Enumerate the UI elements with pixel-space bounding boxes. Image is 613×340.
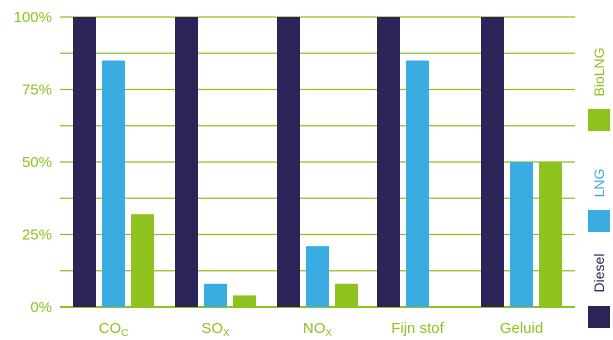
y-tick-label: 50% [22, 154, 52, 171]
bar-biolng-4 [539, 162, 562, 307]
x-tick-label: Geluid [500, 320, 543, 337]
bar-diesel-4 [481, 17, 504, 307]
bar-diesel-3 [377, 17, 400, 307]
bar-diesel-1 [175, 17, 198, 307]
y-tick-label: 25% [22, 227, 52, 244]
y-tick-label: 0% [30, 299, 52, 316]
legend-swatch-lng [588, 210, 610, 232]
bar-lng-3 [406, 60, 429, 307]
bar-lng-0 [102, 60, 125, 307]
legend: Diesel LNG BioLNG [588, 47, 610, 328]
legend-swatch-diesel [588, 306, 610, 328]
bar-lng-1 [204, 283, 227, 307]
legend-swatch-biolng [588, 109, 610, 131]
bar-biolng-2 [335, 283, 358, 307]
legend-label-diesel: Diesel [591, 254, 607, 293]
x-tick-label: COC [99, 320, 129, 339]
bar-biolng-1 [233, 295, 256, 307]
bar-diesel-2 [277, 17, 300, 307]
x-tick-label: Fijn stof [391, 320, 444, 337]
bar-biolng-0 [131, 214, 154, 307]
legend-label-biolng: BioLNG [591, 47, 607, 96]
x-axis: COC SOX NOX Fijn stof Geluid [99, 320, 544, 339]
x-tick-label: NOX [303, 320, 333, 339]
legend-label-lng: LNG [591, 169, 607, 198]
bar-lng-4 [510, 162, 533, 307]
y-axis: 0% 25% 50% 75% 100% [14, 9, 52, 316]
bar-diesel-0 [73, 17, 96, 307]
y-tick-label: 75% [22, 82, 52, 99]
bar-lng-2 [306, 246, 329, 307]
x-tick-label: SOX [201, 320, 230, 339]
bars [73, 17, 562, 307]
y-tick-label: 100% [14, 9, 52, 26]
